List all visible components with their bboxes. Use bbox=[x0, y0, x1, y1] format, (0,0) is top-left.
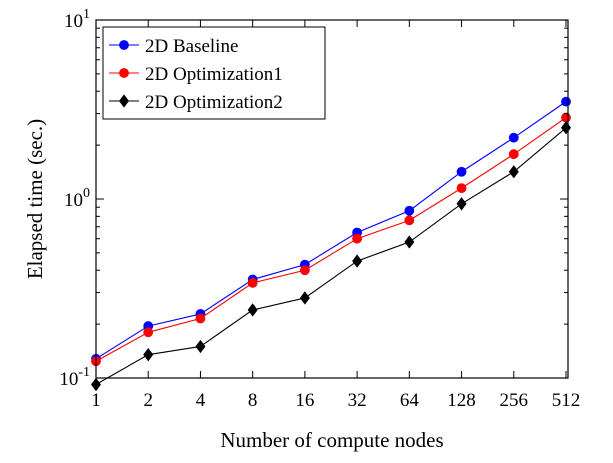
series-line bbox=[95, 127, 567, 385]
data-point bbox=[404, 215, 415, 226]
legend-label: 2D Optimization2 bbox=[145, 92, 283, 113]
data-point bbox=[508, 165, 519, 179]
x-tick-label: 128 bbox=[447, 390, 476, 411]
legend-item: 2D Baseline bbox=[109, 36, 238, 57]
x-tick-label: 256 bbox=[500, 390, 529, 411]
x-axis-ticks: 1 2 4 8 16 32 64 128 256 512 bbox=[91, 20, 580, 411]
series-1 bbox=[91, 96, 571, 364]
data-point bbox=[404, 235, 415, 249]
data-point bbox=[91, 377, 101, 392]
chart-marks bbox=[91, 96, 571, 392]
data-point bbox=[299, 291, 310, 305]
y-axis-ticks: 10-1 100 101 bbox=[59, 7, 568, 390]
series-3 bbox=[91, 121, 571, 392]
legend-marker bbox=[119, 94, 129, 108]
series-line bbox=[95, 101, 567, 360]
x-axis-title: Number of compute nodes bbox=[220, 428, 443, 452]
x-tick-label: 1 bbox=[91, 390, 101, 411]
x-tick-label: 512 bbox=[552, 390, 581, 411]
legend-label: 2D Baseline bbox=[145, 36, 238, 57]
legend-box bbox=[102, 26, 326, 120]
data-point bbox=[247, 277, 258, 288]
data-point bbox=[404, 205, 415, 216]
data-point bbox=[299, 265, 310, 276]
data-point bbox=[143, 327, 154, 338]
y-axis-title: Elapsed time (sec.) bbox=[23, 119, 47, 279]
x-tick-label: 16 bbox=[295, 390, 314, 411]
data-point bbox=[456, 166, 467, 177]
y-tick-label: 101 bbox=[64, 7, 90, 32]
data-point bbox=[195, 339, 206, 354]
legend-item: 2D Optimization2 bbox=[109, 92, 283, 113]
data-point bbox=[561, 112, 571, 123]
data-point bbox=[352, 254, 363, 268]
x-tick-label: 64 bbox=[400, 390, 420, 411]
legend-marker bbox=[119, 68, 129, 78]
data-point bbox=[456, 197, 467, 211]
y-tick-label: 10-1 bbox=[59, 365, 90, 390]
y-tick-label: 100 bbox=[64, 186, 90, 211]
legend-label: 2D Optimization1 bbox=[145, 64, 283, 85]
x-tick-label: 2 bbox=[143, 390, 153, 411]
series-2 bbox=[91, 112, 571, 367]
data-point bbox=[195, 313, 206, 324]
series-line bbox=[95, 117, 567, 362]
data-point bbox=[352, 233, 363, 244]
data-point bbox=[508, 132, 519, 143]
legend: 2D Baseline 2D Optimization1 2D Optimizati… bbox=[102, 26, 326, 120]
legend-item: 2D Optimization1 bbox=[109, 64, 283, 85]
x-tick-label: 4 bbox=[196, 390, 206, 411]
data-point bbox=[456, 183, 467, 194]
data-point bbox=[247, 303, 258, 317]
legend-marker bbox=[119, 40, 129, 50]
data-point bbox=[561, 121, 571, 135]
x-tick-label: 8 bbox=[248, 390, 258, 411]
x-tick-label: 32 bbox=[348, 390, 367, 411]
data-point bbox=[143, 348, 154, 362]
data-point bbox=[508, 149, 519, 160]
data-point bbox=[561, 96, 571, 107]
